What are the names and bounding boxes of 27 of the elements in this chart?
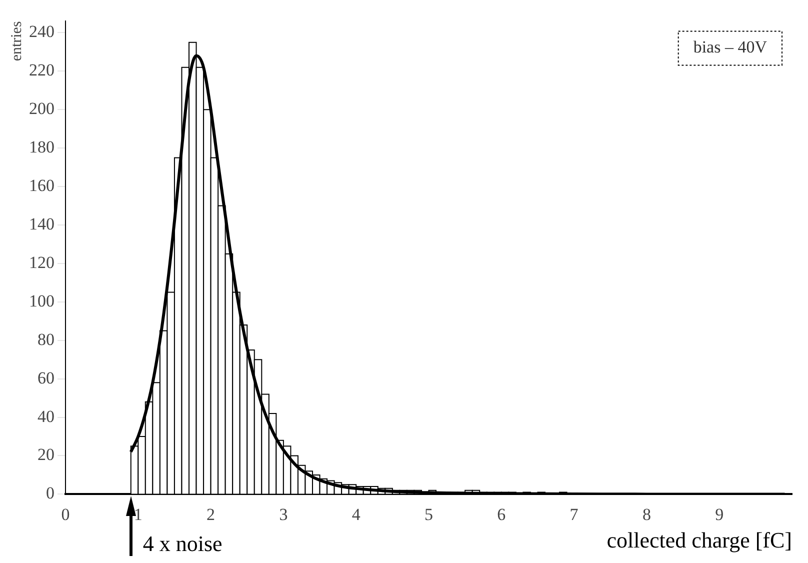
x-tick-label: 3 (279, 504, 288, 524)
x-axis-title: collected charge [fC] (606, 528, 792, 553)
x-tick-label: 9 (715, 504, 724, 524)
y-axis-title: entries (8, 21, 25, 62)
y-tick-label: 60 (38, 368, 54, 388)
y-tick-label: 120 (29, 252, 54, 272)
x-tick-label: 2 (206, 504, 216, 524)
annotation: bias – 40V (693, 38, 768, 57)
x-tick-label: 1 (134, 504, 142, 524)
x-tick-label: 6 (497, 504, 506, 524)
y-tick-label: 40 (38, 406, 54, 426)
y-tick-label: 140 (29, 214, 54, 234)
x-tick-label: 8 (642, 504, 651, 524)
x-tick-label: 7 (570, 504, 579, 524)
y-tick-label: 100 (29, 291, 54, 310)
y-tick-label: 80 (38, 330, 54, 349)
y-tick-label: 180 (29, 138, 54, 157)
y-tick-label: 240 (29, 22, 54, 42)
y-tick-label: 20 (38, 445, 54, 464)
text: 4 x noise (142, 530, 222, 556)
x-tick-label: 4 (352, 504, 361, 524)
y-tick-label: 0 (46, 484, 54, 503)
y-tick-label: 160 (29, 176, 54, 196)
x-tick-label: 0 (61, 504, 70, 524)
x-tick-label: 5 (424, 504, 433, 524)
y-tick-label: 220 (29, 60, 54, 80)
y-tick-label: 200 (29, 99, 54, 118)
